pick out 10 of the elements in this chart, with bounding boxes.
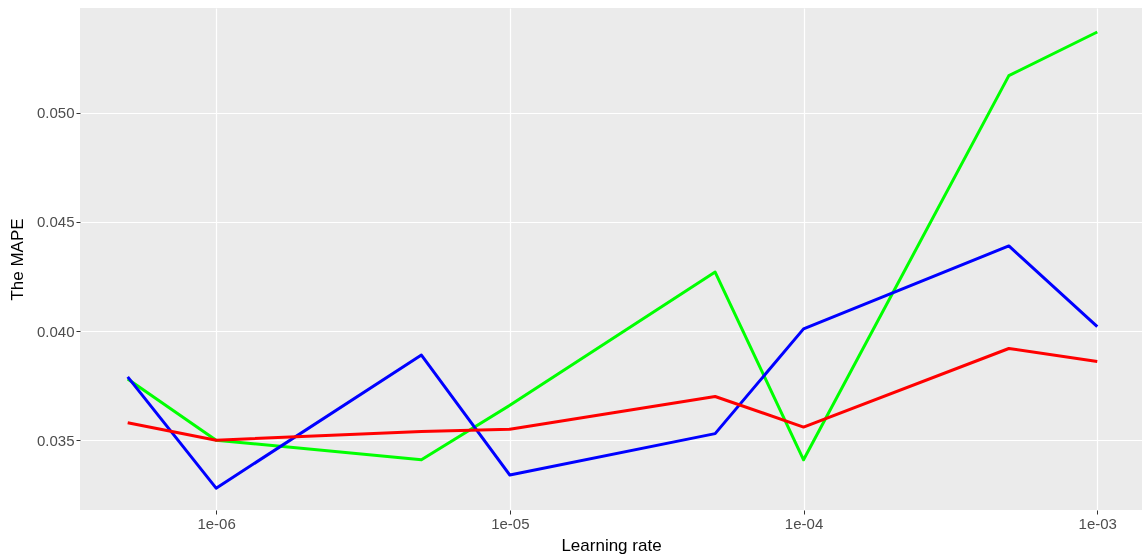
x-tick-label: 1e-06 (197, 514, 236, 532)
x-tick-label: 1e-03 (1078, 514, 1117, 532)
y-tick-label: 0.040 (36, 322, 75, 340)
y-tick-label: 0.045 (36, 213, 75, 231)
y-tick-label: 0.035 (36, 431, 75, 449)
x-axis-title: Learning rate (561, 535, 662, 555)
x-tick-label: 1e-04 (784, 514, 824, 532)
y-axis-title: The MAPE (7, 218, 27, 301)
x-tick-label: 1e-05 (491, 514, 530, 532)
y-tick-label: 0.050 (36, 104, 75, 122)
